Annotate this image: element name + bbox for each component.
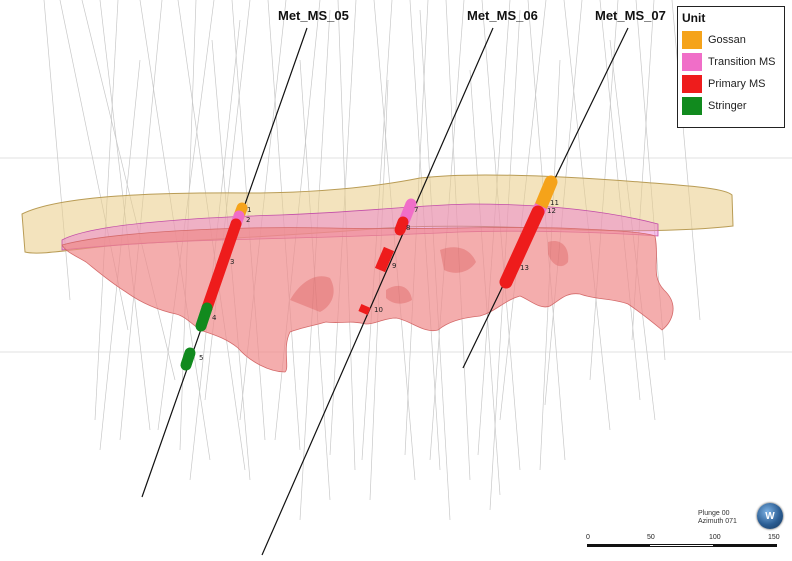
intervals-met-ms-06 (358, 198, 417, 315)
interval-label-9: 9 (392, 262, 396, 270)
scale-tick-150: 150 (768, 534, 780, 541)
drillhole-met-ms-06-trace (261, 27, 494, 556)
legend-item-primary-ms: Primary MS (682, 73, 780, 95)
legend-swatch (682, 75, 702, 93)
view-orientation: Plunge 00 Azimuth 071 (698, 510, 737, 526)
drillhole-label-met-ms-07: Met_MS_07 (595, 8, 666, 23)
interval-label-13: 13 (520, 264, 529, 272)
scale-bar (587, 544, 777, 547)
interval-stringer-lower (180, 347, 196, 371)
grid-lines (0, 157, 792, 353)
legend-swatch (682, 97, 702, 115)
interval-primary (201, 218, 242, 314)
legend-item-gossan: Gossan (682, 29, 780, 51)
interval-label-7: 7 (414, 206, 418, 214)
legend-swatch (682, 31, 702, 49)
interval-label-4: 4 (212, 314, 217, 322)
scale-tick-100: 100 (709, 534, 721, 541)
interval-label-11: 11 (550, 199, 559, 207)
intervals-met-ms-07 (499, 175, 558, 289)
legend-title: Unit (682, 11, 706, 25)
interval-label-5: 5 (199, 354, 203, 362)
legend-label: Transition MS (708, 56, 776, 68)
azimuth-readout: Azimuth 071 (698, 518, 737, 525)
interval-label-3: 3 (230, 258, 234, 266)
scale-tick-0: 0 (586, 534, 590, 541)
legend-swatch (682, 53, 702, 71)
primary-ms-body (61, 227, 674, 373)
interval-primary (499, 205, 545, 289)
interval-stringer (195, 302, 213, 332)
interval-label-8: 8 (406, 224, 410, 232)
interval-label-12: 12 (547, 207, 556, 215)
interval-primary (394, 216, 409, 236)
interval-label-10: 10 (374, 306, 383, 314)
legend-label: Stringer (708, 100, 747, 112)
interval-gossan (534, 175, 558, 213)
compass-label: W (765, 510, 775, 522)
legend-item-stringer: Stringer (682, 95, 780, 117)
scale-tick-50: 50 (647, 534, 655, 541)
compass-globe-icon: W (757, 503, 783, 529)
plunge-readout: Plunge 00 (698, 510, 730, 517)
interval-label-2: 2 (246, 216, 250, 224)
primary-ms-shading (290, 240, 569, 312)
drillhole-label-met-ms-05: Met_MS_05 (278, 8, 349, 23)
intervals-met-ms-05 (180, 202, 248, 371)
legend: Unit Gossan Transition MS Primary MS Str… (677, 6, 785, 128)
drillhole-label-met-ms-06: Met_MS_06 (467, 8, 538, 23)
interval-label-1: 1 (247, 206, 251, 214)
legend-label: Gossan (708, 34, 746, 46)
legend-label: Primary MS (708, 78, 766, 90)
legend-item-transition-ms: Transition MS (682, 51, 780, 73)
interval-primary-small (358, 304, 371, 315)
interval-primary-mid (374, 246, 395, 273)
